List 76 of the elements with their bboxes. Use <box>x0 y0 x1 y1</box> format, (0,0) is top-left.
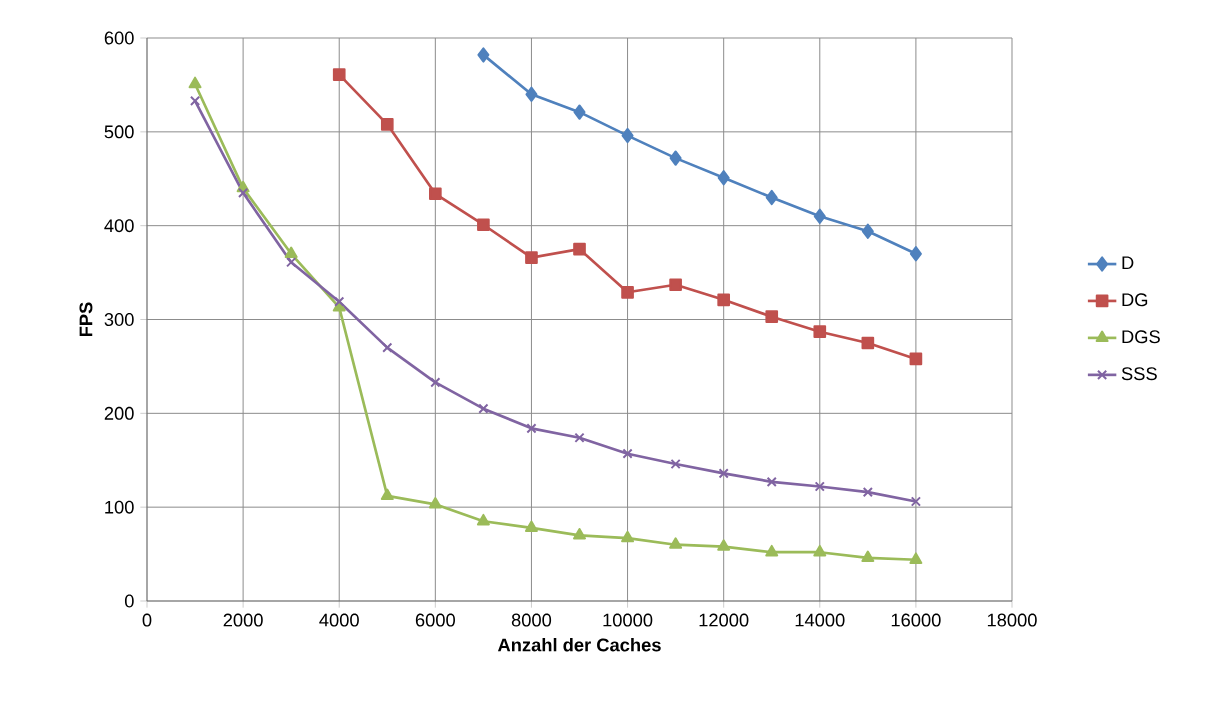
y-tick-label: 600 <box>104 31 134 45</box>
point <box>286 257 297 268</box>
point <box>765 544 779 557</box>
point <box>380 118 394 131</box>
point <box>622 448 633 459</box>
point <box>669 537 683 549</box>
point <box>813 325 827 339</box>
point <box>621 285 634 299</box>
point <box>477 47 490 63</box>
point <box>813 208 826 224</box>
point <box>909 552 923 564</box>
point <box>573 104 586 120</box>
point <box>717 293 731 307</box>
point <box>380 488 394 501</box>
point <box>717 539 731 551</box>
point <box>284 246 298 258</box>
x-tick-label: 12000 <box>699 613 749 627</box>
point <box>862 487 873 498</box>
point <box>669 278 682 292</box>
point <box>188 76 202 89</box>
x-tick-label: 4000 <box>319 613 359 627</box>
x-tick-label: 2000 <box>223 613 263 627</box>
y-tick-label: 400 <box>104 219 134 233</box>
y-tick-label: 300 <box>104 313 134 326</box>
y-tick-label: 0 <box>124 594 134 608</box>
point <box>332 68 346 81</box>
x-tick-label: 8000 <box>511 613 552 627</box>
point <box>717 170 730 186</box>
point <box>861 336 875 350</box>
point <box>669 150 682 166</box>
point <box>525 251 538 264</box>
point <box>430 377 441 388</box>
y-tick-label: 500 <box>104 125 134 139</box>
y-axis-title: FPS <box>79 302 93 337</box>
point <box>621 127 634 144</box>
point <box>524 520 538 532</box>
x-tick-label: 10000 <box>603 613 653 627</box>
point <box>428 497 442 509</box>
point <box>766 476 777 487</box>
point <box>477 218 490 232</box>
point <box>718 468 729 479</box>
x-tick-label: 16000 <box>891 613 941 627</box>
point <box>861 550 875 562</box>
point <box>765 310 779 324</box>
point <box>910 496 922 507</box>
point <box>429 187 442 201</box>
point <box>189 95 201 106</box>
point <box>765 189 778 206</box>
point <box>909 352 923 366</box>
legend-label: SSS <box>1121 367 1157 381</box>
y-tick-label: 100 <box>105 500 134 514</box>
point <box>814 481 825 492</box>
x-tick-label: 14000 <box>795 613 845 627</box>
y-tick-label: 200 <box>104 406 134 420</box>
x-tick-label: 0 <box>142 613 152 627</box>
point <box>909 246 922 262</box>
point <box>573 527 586 540</box>
point <box>621 530 635 543</box>
x-tick-label: 18000 <box>987 613 1037 627</box>
point <box>476 513 490 526</box>
legend-label: D <box>1122 256 1134 270</box>
point <box>525 86 538 102</box>
point <box>334 296 345 307</box>
point <box>813 544 827 557</box>
point <box>670 458 681 470</box>
point <box>574 432 585 443</box>
point <box>478 403 489 414</box>
point <box>573 242 586 256</box>
legend-label: DG <box>1122 293 1148 307</box>
point <box>382 342 393 353</box>
x-axis-title: Anzahl der Caches <box>497 637 661 652</box>
x-tick-label: 6000 <box>415 613 455 627</box>
legend-label: DGS <box>1122 330 1160 344</box>
point <box>526 423 537 434</box>
point <box>237 187 249 198</box>
point <box>861 223 874 239</box>
